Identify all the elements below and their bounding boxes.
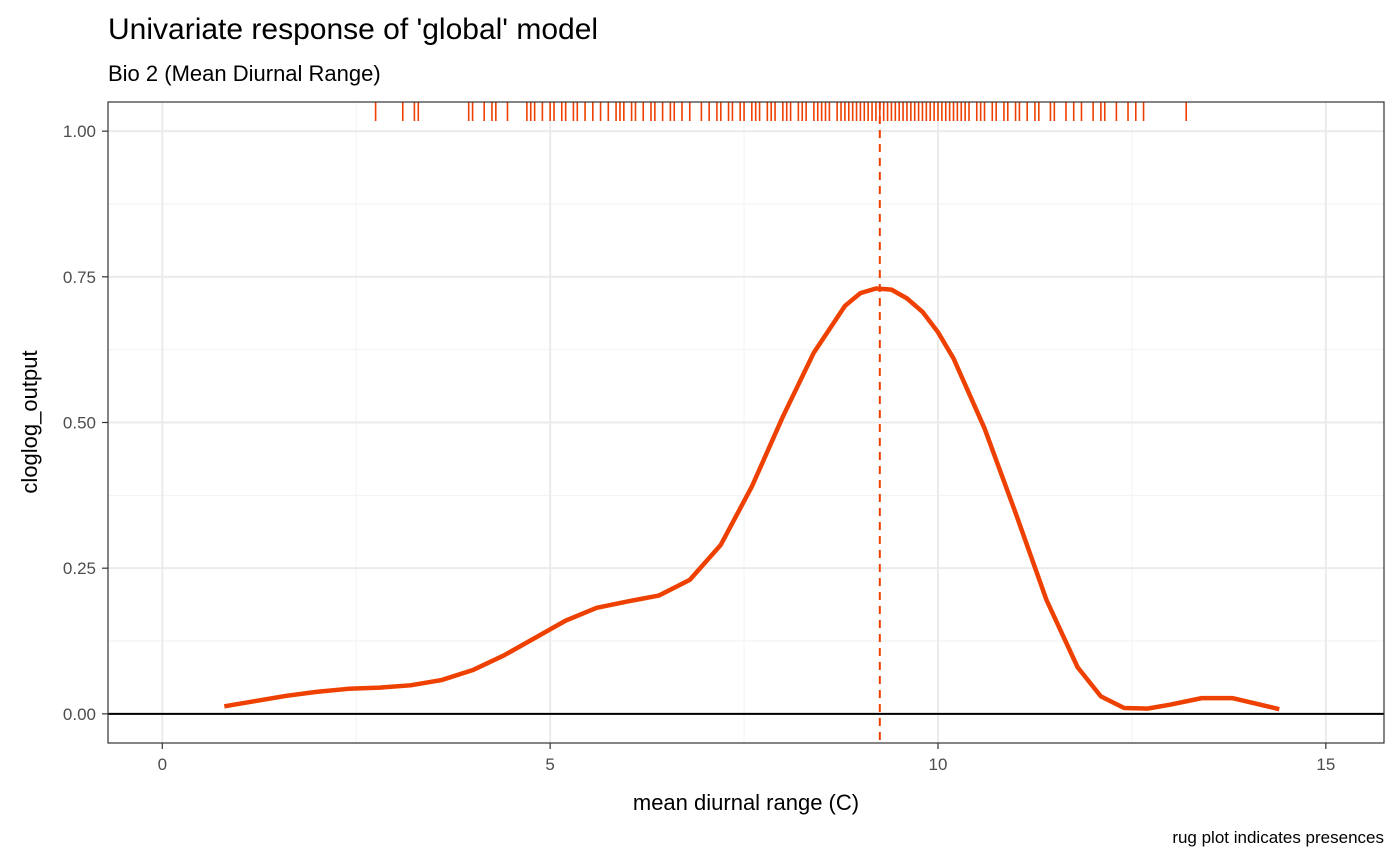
- y-tick-label: 0.75: [63, 268, 96, 287]
- chart-subtitle: Bio 2 (Mean Diurnal Range): [108, 61, 381, 86]
- chart-caption: rug plot indicates presences: [1172, 828, 1384, 847]
- x-tick-label: 10: [929, 755, 948, 774]
- response-curve: [223, 286, 1280, 712]
- y-tick-label: 0.25: [63, 559, 96, 578]
- x-axis: 0 5 10 15: [158, 743, 1335, 774]
- y-axis: 0.00 0.25 0.50 0.75 1.00: [63, 122, 108, 724]
- x-tick-label: 15: [1316, 755, 1335, 774]
- y-axis-title: cloglog_output: [17, 350, 42, 493]
- x-axis-title: mean diurnal range (C): [633, 790, 859, 815]
- y-tick-label: 1.00: [63, 122, 96, 141]
- reference-lines: [108, 102, 1384, 743]
- major-gridlines: [108, 102, 1384, 743]
- y-tick-label: 0.00: [63, 705, 96, 724]
- series-lines: [223, 286, 1280, 712]
- y-tick-label: 0.50: [63, 414, 96, 433]
- chart-title: Univariate response of 'global' model: [108, 13, 598, 46]
- x-tick-label: 5: [545, 755, 554, 774]
- rug-plot: [374, 102, 1188, 121]
- x-tick-label: 0: [158, 755, 167, 774]
